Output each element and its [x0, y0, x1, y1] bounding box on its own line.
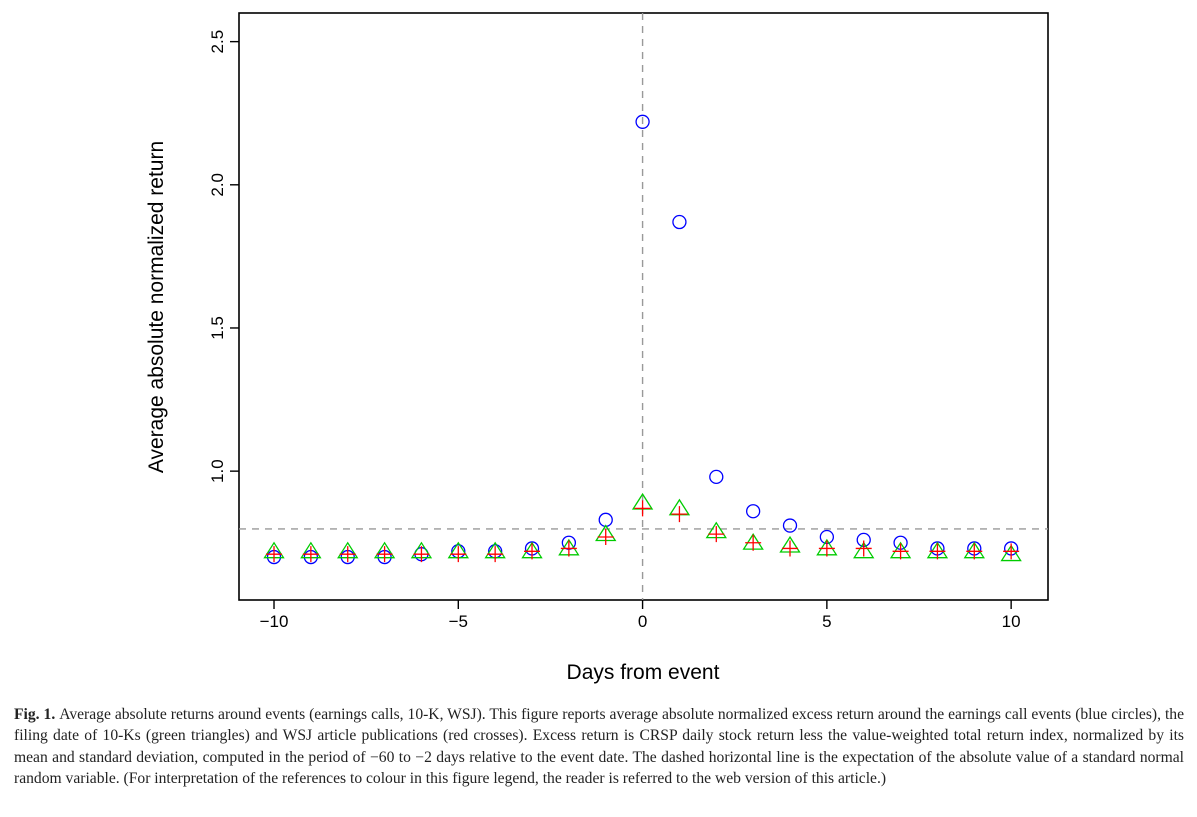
figure-caption: Fig. 1. Average absolute returns around e… [14, 704, 1184, 790]
cross-point [487, 546, 504, 563]
cross-point [708, 526, 725, 543]
chart: −10 −5 0 5 10 1.0 1.5 2.0 2.5 Days from event A… [145, 12, 1049, 684]
cross-point [966, 543, 983, 560]
cross-point [634, 500, 651, 517]
x-tick-label: 5 [822, 612, 831, 631]
cross-point [855, 540, 872, 557]
x-tick-label: −10 [260, 612, 289, 631]
y-tick-label: 1.0 [208, 459, 227, 483]
cross-point [782, 540, 799, 557]
triangle-point [853, 541, 875, 559]
reference-lines [239, 13, 1048, 600]
plot-frame [238, 12, 1049, 601]
circle-point [709, 469, 724, 485]
cross-point [929, 543, 946, 560]
circle-point [782, 518, 798, 533]
cross-point [266, 546, 283, 563]
cross-point [671, 506, 688, 523]
cross-point [339, 546, 356, 563]
x-tick-label: 10 [1002, 612, 1021, 631]
triangle-point [1000, 544, 1022, 562]
cross-point [597, 529, 614, 546]
y-tick-label: 1.5 [208, 316, 227, 340]
x-axis-label: Days from event [567, 661, 720, 684]
cross-point [1003, 543, 1020, 560]
y-axis-label: Average absolute normalized return [145, 141, 168, 473]
cross-point [818, 540, 835, 557]
circle-point [598, 512, 613, 527]
cross-point [560, 540, 577, 557]
caption-label: Fig. 1. [14, 706, 56, 723]
x-axis: −10 −5 0 5 10 [260, 600, 1021, 631]
circle-point [672, 214, 687, 230]
y-axis: 1.0 1.5 2.0 2.5 [208, 30, 239, 483]
cross-point [745, 534, 762, 551]
y-tick-label: 2.5 [208, 30, 227, 54]
circle-point [635, 114, 650, 129]
x-tick-label: −5 [449, 612, 468, 631]
cross-point [413, 546, 430, 563]
circle-point [745, 504, 761, 519]
cross-point [450, 546, 467, 563]
cross-point [524, 543, 541, 560]
cross-point [892, 543, 909, 560]
caption-text: Average absolute returns around events (… [14, 706, 1184, 788]
cross-point [302, 546, 319, 563]
series-cross [266, 500, 1020, 563]
cross-point [376, 546, 393, 563]
y-tick-label: 2.0 [208, 173, 227, 197]
x-tick-label: 0 [638, 612, 647, 631]
data-points [263, 114, 1022, 565]
